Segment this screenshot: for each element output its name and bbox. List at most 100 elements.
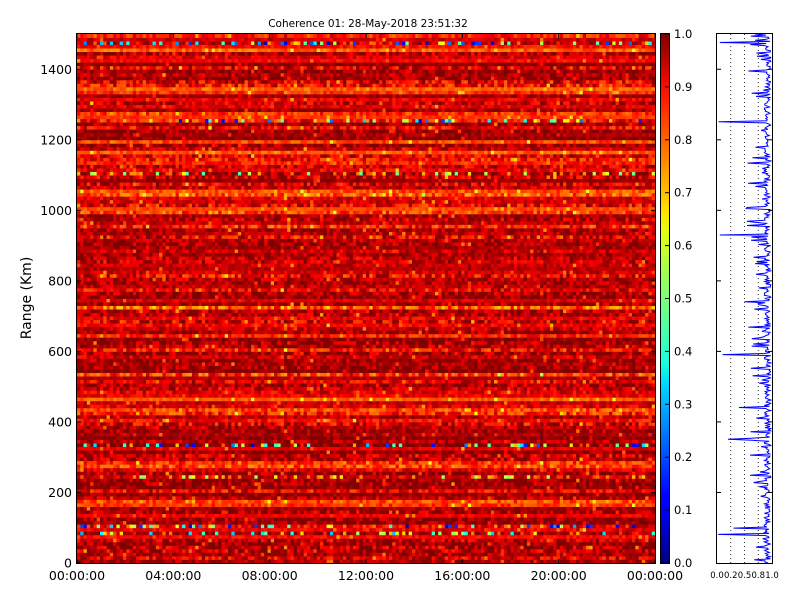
heatmap-cell <box>195 556 199 560</box>
heatmap-cell <box>458 549 462 553</box>
heatmap-cell <box>511 531 515 535</box>
heatmap-cell <box>435 531 439 535</box>
heatmap-cell <box>511 500 515 504</box>
heatmap-cell <box>652 545 656 549</box>
heatmap-cell <box>172 517 176 521</box>
heatmap-cell <box>412 492 416 496</box>
heatmap-cell <box>123 489 127 493</box>
heatmap-cell <box>455 556 459 560</box>
heatmap-cell <box>77 552 81 556</box>
heatmap-cell <box>87 535 91 539</box>
heatmap-cell <box>330 549 334 553</box>
heatmap-cell <box>310 542 314 546</box>
heatmap-cell <box>432 528 436 532</box>
heatmap-cell <box>340 535 344 539</box>
heatmap-cell <box>215 492 219 496</box>
heatmap-cell <box>553 507 557 511</box>
heatmap-cell <box>258 500 262 504</box>
heatmap-cell <box>579 517 583 521</box>
heatmap-cell <box>527 556 531 560</box>
heatmap-cell <box>517 496 521 500</box>
heatmap-cell <box>264 492 268 496</box>
heatmap-cell <box>389 528 393 532</box>
heatmap-cell <box>547 559 551 563</box>
heatmap-cell <box>481 492 485 496</box>
heatmap-cell <box>412 538 416 542</box>
heatmap-cell <box>313 535 317 539</box>
heatmap-cell <box>593 531 597 535</box>
heatmap-cell <box>290 542 294 546</box>
heatmap-cell <box>143 514 147 518</box>
heatmap-cell <box>340 500 344 504</box>
heatmap-cell <box>340 517 344 521</box>
heatmap-cell <box>248 545 252 549</box>
heatmap-cell <box>458 503 462 507</box>
heatmap-cell <box>238 507 242 511</box>
heatmap-cell <box>192 496 196 500</box>
heatmap-cell <box>110 500 114 504</box>
heatmap-cell <box>507 524 511 528</box>
heatmap-cell <box>432 538 436 542</box>
heatmap-cell <box>428 538 432 542</box>
heatmap-cell <box>563 552 567 556</box>
heatmap-cell <box>169 538 173 542</box>
heatmap-cell <box>392 500 396 504</box>
heatmap-cell <box>494 485 498 489</box>
heatmap-cell <box>182 517 186 521</box>
heatmap-cell <box>468 521 472 525</box>
heatmap-cell <box>527 503 531 507</box>
heatmap-cell <box>294 524 298 528</box>
heatmap-cell <box>419 559 423 563</box>
heatmap-cell <box>481 542 485 546</box>
heatmap-cell <box>419 496 423 500</box>
heatmap-cell <box>231 538 235 542</box>
heatmap-cell <box>192 542 196 546</box>
heatmap-cell <box>527 489 531 493</box>
heatmap-cell <box>504 524 508 528</box>
heatmap-cell <box>130 549 134 553</box>
heatmap-cell <box>461 531 465 535</box>
heatmap-cell <box>336 510 340 514</box>
heatmap-cell <box>389 517 393 521</box>
heatmap-cell <box>346 521 350 525</box>
heatmap-cell <box>297 485 301 489</box>
heatmap-cell <box>327 514 331 518</box>
heatmap-cell <box>281 489 285 493</box>
heatmap-cell <box>501 559 505 563</box>
heatmap-cell <box>438 549 442 553</box>
heatmap-cell <box>185 538 189 542</box>
heatmap-cell <box>609 538 613 542</box>
heatmap-cell <box>625 559 629 563</box>
heatmap-cell <box>231 514 235 518</box>
heatmap-cell <box>612 510 616 514</box>
heatmap-cell <box>264 545 268 549</box>
heatmap-cell <box>172 496 176 500</box>
heatmap-cell <box>586 542 590 546</box>
heatmap-cell <box>126 559 130 563</box>
heatmap-cell <box>491 510 495 514</box>
heatmap-cell <box>405 492 409 496</box>
heatmap-cell <box>616 485 620 489</box>
heatmap-cell <box>527 485 531 489</box>
heatmap-cell <box>547 549 551 553</box>
heatmap-cell <box>353 559 357 563</box>
heatmap-cell <box>90 503 94 507</box>
heatmap-cell <box>478 535 482 539</box>
heatmap-cell <box>602 545 606 549</box>
heatmap-cell <box>520 517 524 521</box>
heatmap-cell <box>139 496 143 500</box>
heatmap-cell <box>514 500 518 504</box>
heatmap-cell <box>228 545 232 549</box>
heatmap-cell <box>435 485 439 489</box>
heatmap-cell <box>455 535 459 539</box>
heatmap-cell <box>202 485 206 489</box>
heatmap-cell <box>373 503 377 507</box>
heatmap-cell <box>179 489 183 493</box>
heatmap-cell <box>333 503 337 507</box>
heatmap-cell <box>583 489 587 493</box>
heatmap-cell <box>103 531 107 535</box>
heatmap-cell <box>199 514 203 518</box>
heatmap-cell <box>399 485 403 489</box>
heatmap-cell <box>573 521 577 525</box>
heatmap-cell <box>652 552 656 556</box>
